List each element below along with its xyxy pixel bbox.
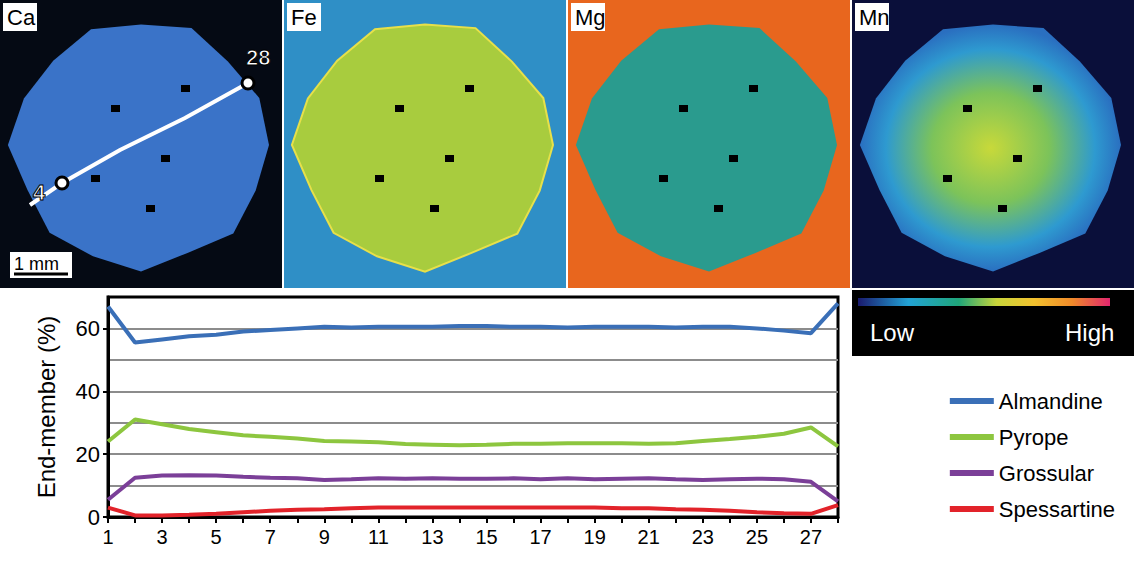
svg-text:Fe: Fe bbox=[291, 5, 317, 30]
svg-text:Ca: Ca bbox=[7, 5, 36, 30]
svg-text:27: 27 bbox=[800, 526, 822, 548]
svg-text:11: 11 bbox=[368, 526, 389, 548]
svg-text:15: 15 bbox=[475, 526, 497, 548]
svg-text:40: 40 bbox=[76, 379, 100, 404]
svg-text:Mg: Mg bbox=[575, 5, 606, 30]
svg-text:Grossular: Grossular bbox=[999, 461, 1094, 486]
svg-text:60: 60 bbox=[76, 316, 100, 341]
svg-text:7: 7 bbox=[265, 526, 276, 548]
svg-text:Mn: Mn bbox=[859, 5, 890, 30]
svg-text:21: 21 bbox=[638, 526, 660, 548]
svg-text:4: 4 bbox=[33, 180, 46, 205]
svg-text:1 mm: 1 mm bbox=[14, 254, 59, 274]
svg-text:0: 0 bbox=[88, 505, 100, 530]
svg-text:End-member (%): End-member (%) bbox=[33, 316, 60, 499]
svg-text:17: 17 bbox=[529, 526, 551, 548]
svg-text:Almandine: Almandine bbox=[999, 389, 1103, 414]
svg-text:28: 28 bbox=[246, 45, 270, 70]
svg-text:9: 9 bbox=[319, 526, 330, 548]
svg-text:5: 5 bbox=[211, 526, 222, 548]
svg-text:Pyrope: Pyrope bbox=[999, 425, 1069, 450]
svg-text:3: 3 bbox=[157, 526, 168, 548]
svg-text:20: 20 bbox=[76, 442, 100, 467]
svg-text:25: 25 bbox=[746, 526, 768, 548]
svg-text:High: High bbox=[1065, 319, 1114, 346]
svg-text:23: 23 bbox=[692, 526, 714, 548]
svg-text:19: 19 bbox=[584, 526, 606, 548]
svg-text:Spessartine: Spessartine bbox=[999, 497, 1115, 522]
svg-text:Low: Low bbox=[870, 319, 915, 346]
svg-text:13: 13 bbox=[421, 526, 443, 548]
svg-text:1: 1 bbox=[102, 526, 113, 548]
